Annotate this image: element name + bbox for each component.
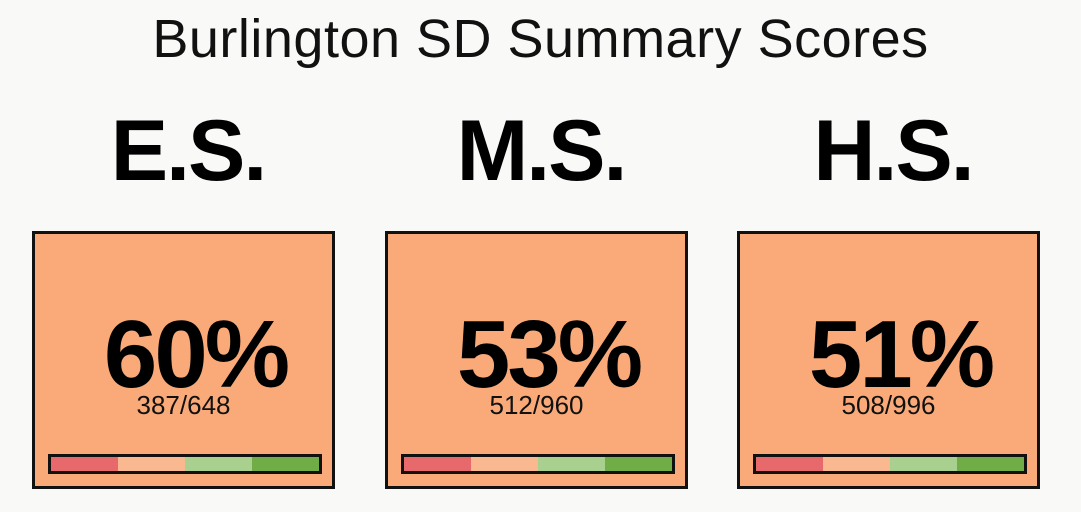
school-label: H.S. xyxy=(813,103,974,199)
percent: 51% xyxy=(808,301,995,408)
scale-segment xyxy=(890,457,957,471)
school-label: E.S. xyxy=(110,103,268,199)
fraction: 508/996 xyxy=(841,390,936,420)
scale-segment xyxy=(118,457,185,471)
fraction: 512/960 xyxy=(489,390,584,420)
scale-segment xyxy=(957,457,1024,471)
scale-segment xyxy=(756,457,823,471)
color-scale xyxy=(401,454,675,474)
title: Burlington SD Summary Scores xyxy=(152,9,929,69)
scale-segment xyxy=(252,457,319,471)
percent: 60% xyxy=(103,301,290,408)
scale-segment xyxy=(51,457,118,471)
scale-segment xyxy=(605,457,672,471)
scale-segment xyxy=(538,457,605,471)
scale-segment xyxy=(471,457,538,471)
scale-segment xyxy=(404,457,471,471)
score-card: 53% 512/960 xyxy=(385,231,688,489)
fraction: 387/648 xyxy=(136,390,231,420)
color-scale xyxy=(48,454,322,474)
percent: 53% xyxy=(456,301,643,408)
score-card: 60% 387/648 xyxy=(32,231,335,489)
score-card: 51% 508/996 xyxy=(737,231,1040,489)
scale-segment xyxy=(823,457,890,471)
school-label: M.S. xyxy=(456,103,628,199)
scale-segment xyxy=(185,457,252,471)
color-scale xyxy=(753,454,1027,474)
